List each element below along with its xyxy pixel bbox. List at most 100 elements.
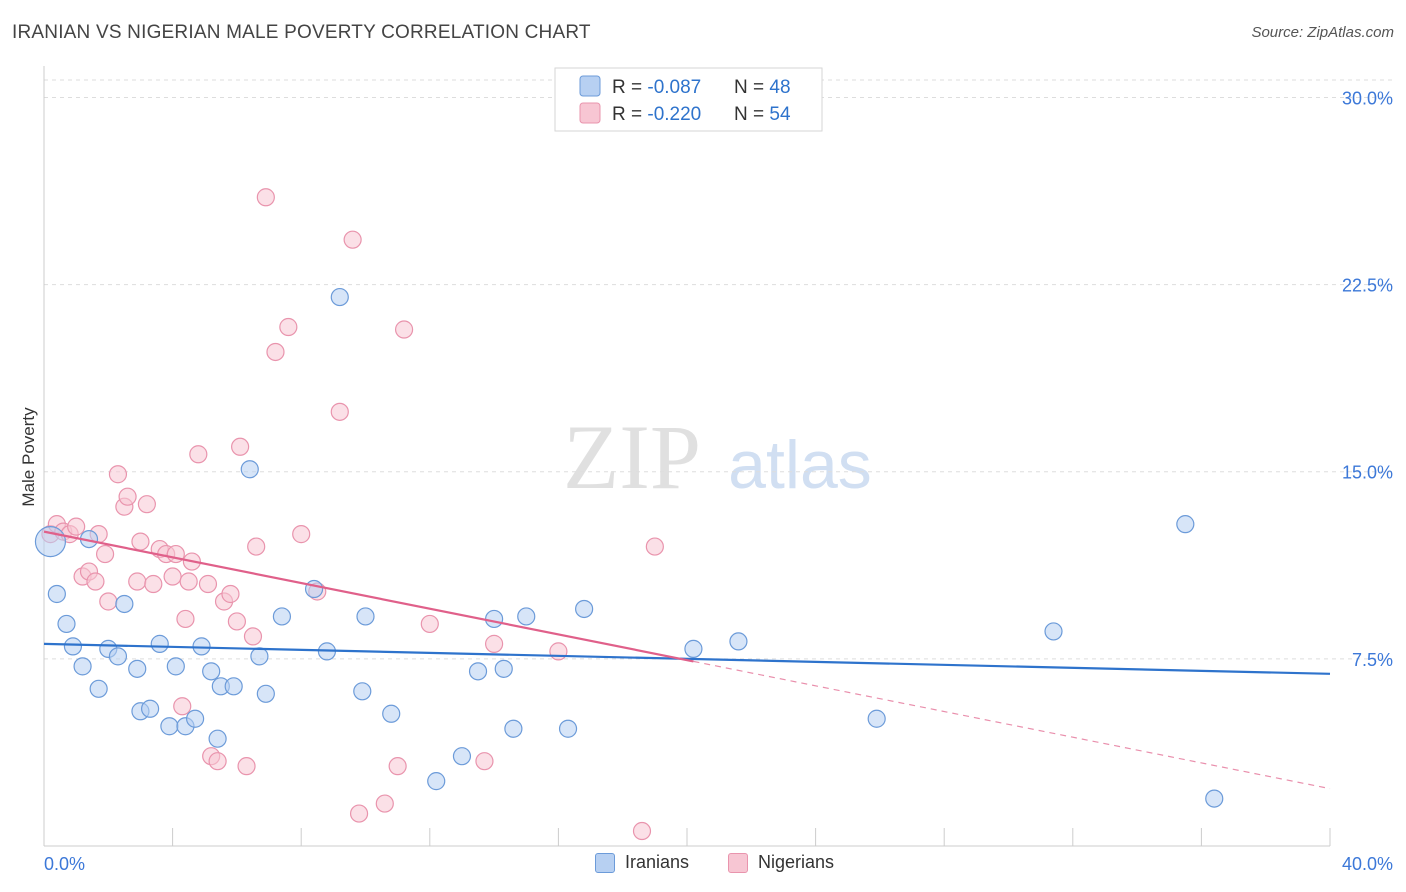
legend-item-nigerians: Nigerians [728,852,834,873]
nigerian-point-7 [86,572,105,591]
y-tick-label-0: 7.5% [1352,650,1393,670]
iranian-point-4 [73,657,92,676]
legend-nigerians-n-label: N = [734,104,769,125]
y-tick-label-3: 30.0% [1342,88,1393,108]
nigerian-point-36 [247,537,266,556]
nigerian-point-15 [131,532,150,551]
iranian-point-32 [382,704,401,723]
nigerian-point-24 [179,572,198,591]
nigerian-point-51 [549,642,568,661]
nigerians-swatch [728,852,748,873]
legend-label-iranians: Iranians [625,852,690,872]
nigerian-point-40 [292,525,311,544]
nigerian-point-9 [95,544,115,564]
iranian-point-8 [108,647,128,666]
iranian-point-22 [224,677,243,696]
nigerian-point-13 [118,487,137,506]
nigerian-point-4 [67,517,86,536]
legend-label-nigerians: Nigerians [758,852,835,872]
nigerians-trend-extension [693,660,1331,790]
nigerian-point-14 [128,572,147,591]
iranians-swatch [595,852,615,873]
nigerian-point-11 [108,465,128,484]
iranian-point-35 [468,662,488,681]
iranian-point-37 [494,659,513,678]
iranian-point-47 [1205,789,1224,808]
iranian-point-38 [504,719,523,738]
iranian-point-25 [256,684,275,703]
nigerian-point-32 [227,612,246,631]
nigerian-point-16 [137,495,156,514]
nigerian-point-10 [99,592,118,611]
iranian-point-33 [427,772,446,791]
nigerian-point-20 [163,567,182,586]
iranians-trend-line [43,642,1331,675]
iranian-point-15 [166,657,185,676]
iranian-point-46 [1176,515,1195,534]
nigerian-point-29 [208,752,227,771]
iranian-point-13 [150,634,169,653]
iranian-point-31 [356,607,375,626]
iranian-point-39 [517,607,536,626]
x-tick-label-1: 40.0% [1342,854,1393,874]
iranian-point-45 [1044,622,1063,641]
nigerian-point-46 [388,757,407,776]
iranian-point-44 [867,709,886,728]
legend-bottom: Iranians Nigerians [0,852,1406,878]
iranian-point-29 [330,287,349,307]
nigerian-point-48 [420,614,439,634]
nigerian-point-53 [645,537,664,556]
iranian-point-30 [353,682,372,701]
y-axis-label: Male Poverty [19,407,38,507]
iranian-point-36 [485,609,504,629]
svg-text:R = -0.220: R = -0.220 [612,104,701,125]
nigerian-point-45 [375,794,394,813]
nigerian-point-33 [231,437,250,456]
nigerians-trend-line [43,530,694,663]
watermark-zip: ZIP [563,406,701,508]
x-tick-label-0: 0.0% [44,854,85,874]
nigerian-point-17 [144,574,163,594]
nigerian-point-44 [349,804,369,823]
legend-item-iranians: Iranians [595,852,689,873]
iranian-point-40 [558,719,578,738]
nigerian-point-52 [632,821,652,841]
y-tick-label-1: 15.0% [1342,463,1393,483]
iranian-point-19 [202,662,221,681]
nigerian-point-26 [189,445,208,464]
nigerian-point-31 [221,584,240,604]
nigerian-point-47 [394,320,414,339]
legend-iranians-n-value: 48 [769,77,790,98]
nigerian-point-23 [176,609,195,629]
iranian-point-27 [304,579,324,599]
iranian-point-24 [250,647,269,666]
legend-iranians-r-label: R = [612,77,647,98]
iranian-point-17 [186,709,205,728]
iranian-point-42 [684,639,703,658]
y-tick-label-2: 22.5% [1342,276,1393,296]
nigerian-point-39 [279,317,298,337]
nigerian-point-42 [330,402,349,421]
iranian-point-20 [208,729,227,748]
iranian-point-14 [160,717,179,736]
iranian-point-9 [115,594,134,614]
legend-top: R = -0.087 N = 48 R = -0.220 N = 54 [554,67,823,132]
iranian-point-3 [63,637,83,656]
iranian-point-0 [34,525,67,558]
iranian-point-2 [57,614,76,634]
legend-nigerians-swatch [579,102,601,124]
nigerian-point-35 [243,627,263,646]
svg-text:N = 54: N = 54 [734,104,791,125]
legend-iranians-swatch [579,75,601,97]
legend-nigerians-r-value: -0.220 [647,104,701,125]
nigerian-point-38 [266,342,285,362]
iranian-point-41 [575,599,594,619]
watermark-atlas: atlas [728,427,872,503]
iranian-point-34 [452,747,472,766]
iranian-point-23 [240,460,259,479]
iranian-point-12 [140,699,160,718]
iranian-point-6 [89,679,108,698]
iranian-point-10 [128,659,147,678]
iranian-point-43 [729,632,748,651]
